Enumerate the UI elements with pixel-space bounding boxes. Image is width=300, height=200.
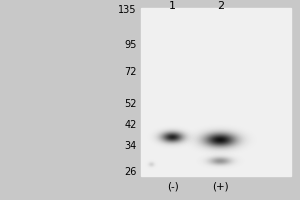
Text: 2: 2	[217, 1, 224, 11]
Text: (+): (+)	[212, 181, 229, 191]
Text: 135: 135	[118, 5, 136, 15]
Bar	[141, 8, 291, 176]
Text: 42: 42	[124, 120, 136, 130]
Text: 1: 1	[169, 1, 176, 11]
Text: 34: 34	[124, 141, 136, 151]
Text: 52: 52	[124, 99, 136, 109]
Text: 95: 95	[124, 40, 136, 50]
Text: 72: 72	[124, 67, 136, 77]
Text: 26: 26	[124, 167, 136, 177]
Text: (-): (-)	[167, 181, 178, 191]
